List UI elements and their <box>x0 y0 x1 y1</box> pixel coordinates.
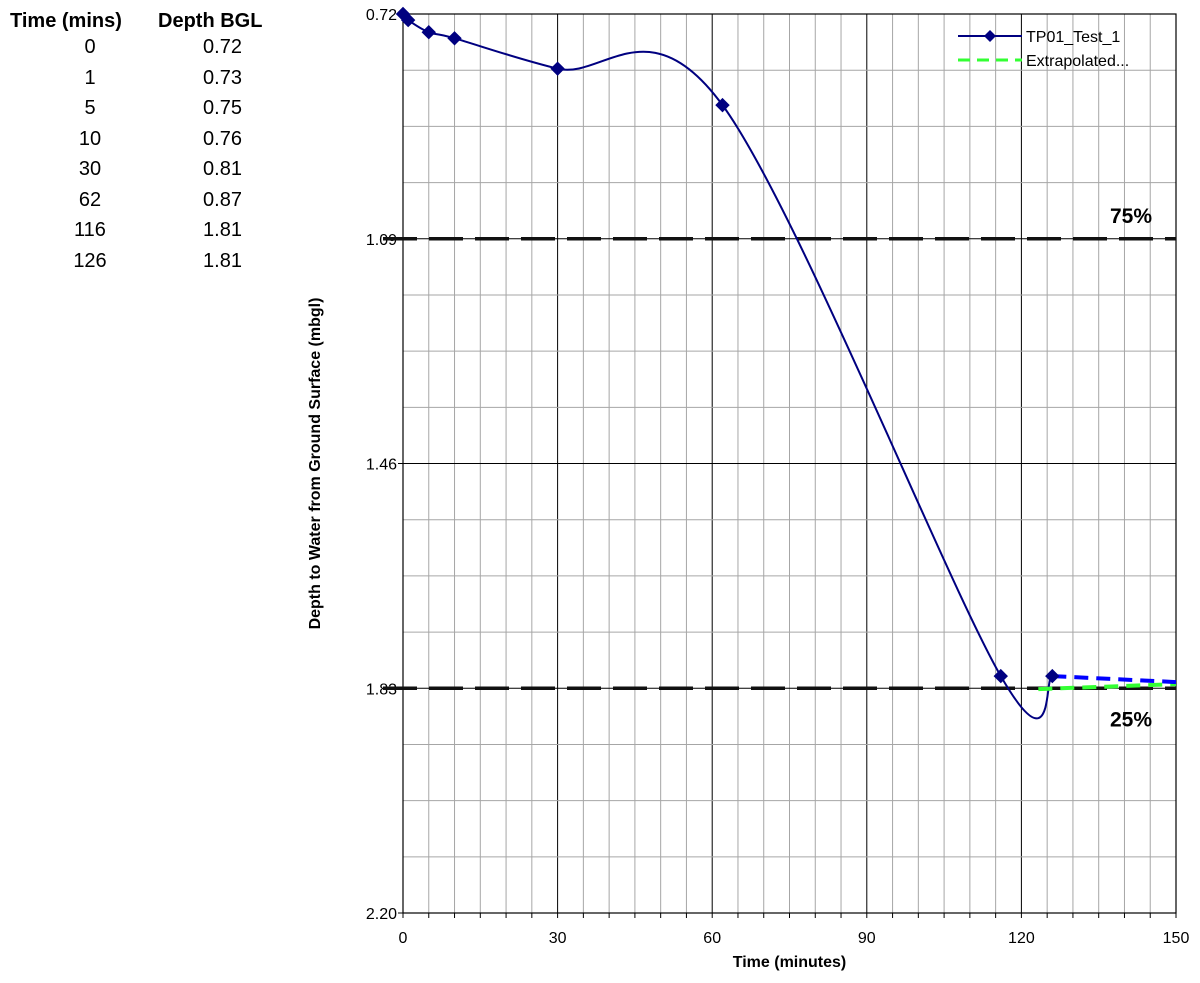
y-tick-label: 2.20 <box>366 906 397 923</box>
table-cell-depth: 1.81 <box>203 219 242 241</box>
table-cell-time: 1 <box>84 66 96 89</box>
table-cell-depth: 0.81 <box>203 158 242 180</box>
x-tick-label: 60 <box>703 930 721 947</box>
x-tick-label: 0 <box>399 930 408 947</box>
table-cell-depth: 0.73 <box>203 66 242 89</box>
legend-label-tp01: TP01_Test_1 <box>1026 29 1120 46</box>
table-cell-depth: 0.72 <box>203 36 242 58</box>
x-axis-label: Time (minutes) <box>733 954 847 971</box>
reference-line-label: 25% <box>1110 708 1152 731</box>
series-line-extrapolated-blue <box>1052 674 1177 685</box>
legend-label-extrapolated: Extrapolated... <box>1026 53 1129 70</box>
reference-line-label: 75% <box>1110 205 1152 228</box>
y-tick-label: 0.72 <box>366 7 397 24</box>
data-point <box>447 31 462 46</box>
table-header-time: Time (mins) <box>10 10 122 32</box>
table-cell-time: 116 <box>74 219 106 241</box>
data-point <box>421 25 436 40</box>
data-point <box>715 97 730 113</box>
table-cell-depth: 0.87 <box>203 188 242 211</box>
table-cell-time: 10 <box>78 127 102 150</box>
table-cell-depth: 0.75 <box>203 97 242 119</box>
data-point <box>1045 668 1060 684</box>
table-cell-depth: 0.76 <box>203 127 242 150</box>
x-tick-label: 150 <box>1163 930 1190 947</box>
table-cell-time: 5 <box>84 97 96 119</box>
table-cell-depth: 1.81 <box>203 249 242 272</box>
x-tick-label: 90 <box>858 930 876 947</box>
y-tick-label: 1.09 <box>366 232 397 249</box>
table-cell-time: 126 <box>73 249 107 272</box>
data-point <box>550 61 565 76</box>
table-cell-time: 0 <box>84 36 96 58</box>
table-header-depth: Depth BGL <box>158 10 263 32</box>
x-tick-label: 30 <box>549 930 567 947</box>
y-tick-label: 1.46 <box>366 457 397 474</box>
table-cell-time: 62 <box>78 188 102 211</box>
legend-marker-tp01 <box>984 30 996 42</box>
y-tick-label: 1.83 <box>366 681 397 698</box>
series-line-tp01 <box>402 13 1054 720</box>
table-cell-time: 30 <box>78 158 102 180</box>
series-line-extrapolated <box>1038 682 1177 692</box>
x-tick-label: 120 <box>1008 930 1035 947</box>
data-point <box>993 668 1008 684</box>
data-point <box>400 12 416 28</box>
y-axis-label: Depth to Water from Ground Surface (mbgl… <box>307 298 324 630</box>
